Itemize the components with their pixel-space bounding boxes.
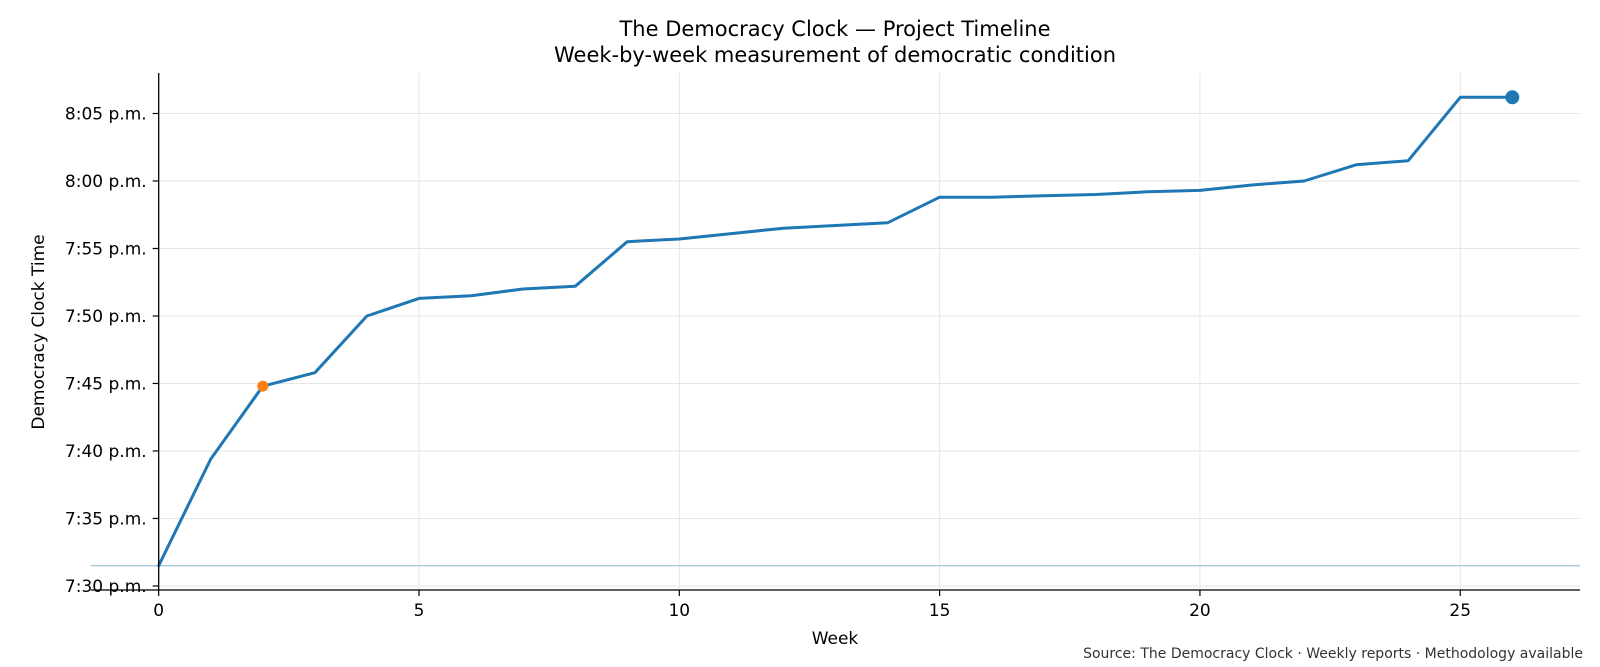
- highlight-point: [257, 380, 269, 392]
- y-axis-label: Democracy Clock Time: [29, 234, 49, 429]
- series-group: [157, 90, 1520, 568]
- y-tick-label: 7:50 p.m.: [65, 307, 147, 327]
- series-line: [157, 95, 1514, 568]
- y-tick-label: 8:00 p.m.: [65, 172, 147, 192]
- x-tick-label: 25: [1449, 601, 1471, 621]
- y-tick-label: 7:45 p.m.: [65, 374, 147, 394]
- ticks: 0 5 10 15 20 25 7:30 p.m. 7:35 p.m. 7:40 p.m. 7:4…: [65, 104, 1471, 621]
- x-tick-label: 5: [414, 601, 425, 621]
- x-tick-label: 20: [1189, 601, 1211, 621]
- y-tick-label: 8:05 p.m.: [65, 104, 147, 124]
- y-tick-label: 7:30 p.m.: [65, 577, 147, 597]
- y-tick-label: 7:55 p.m.: [65, 239, 147, 259]
- x-axis-label: Week: [812, 629, 859, 649]
- x-tick-label: 10: [668, 601, 690, 621]
- y-tick-label: 7:35 p.m.: [65, 509, 147, 529]
- y-tick-label: 7:40 p.m.: [65, 442, 147, 462]
- chart-title: The Democracy Clock — Project Timeline: [618, 17, 1050, 41]
- axes: [91, 73, 1580, 591]
- source-note: Source: The Democracy Clock · Weekly rep…: [1083, 646, 1583, 662]
- highlight-point: [1505, 90, 1520, 105]
- chart-subtitle: Week-by-week measurement of democratic c…: [554, 43, 1116, 67]
- x-tick-label: 0: [153, 601, 164, 621]
- x-tick-label: 15: [929, 601, 951, 621]
- grid: [158, 73, 1580, 590]
